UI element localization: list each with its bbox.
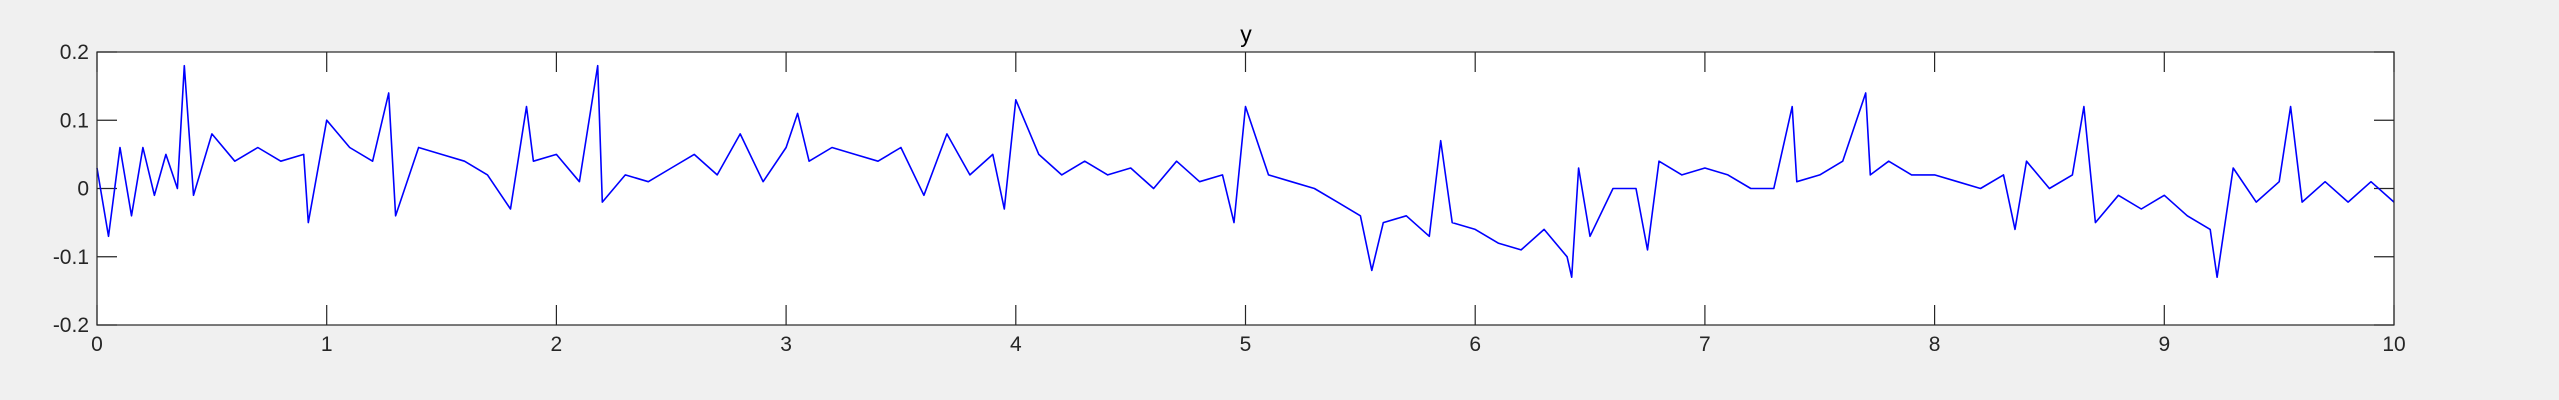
x-tick-label: 4: [1010, 333, 1022, 356]
axes-background: [97, 52, 2394, 325]
x-tick-label: 9: [2158, 333, 2170, 356]
x-tick-label: 6: [1469, 333, 1481, 356]
y-tick-label: 0: [77, 178, 89, 201]
y-tick-label: -0.2: [53, 314, 89, 337]
x-tick-label: 10: [2382, 333, 2405, 356]
axes-box: [96, 51, 2395, 326]
y-tick-labels: -0.2 -0.1 0 0.1 0.2: [53, 41, 89, 337]
chart-title: y: [1240, 21, 1252, 47]
y-tick-label: 0.2: [60, 41, 89, 64]
x-tick-label: 5: [1240, 333, 1252, 356]
x-tick-label: 1: [321, 333, 333, 356]
x-tick-label: 0: [91, 333, 103, 356]
x-tick-label: 3: [780, 333, 792, 356]
y-tick-label: -0.1: [53, 246, 89, 269]
x-tick-label: 2: [551, 333, 563, 356]
x-tick-label: 7: [1699, 333, 1711, 356]
x-tick-label: 8: [1929, 333, 1941, 356]
x-tick-labels: 0 1 2 3 4 5 6 7 8 9 10: [91, 333, 2406, 356]
series-line: [96, 64, 2395, 278]
y-tick-label: 0.1: [60, 109, 89, 132]
